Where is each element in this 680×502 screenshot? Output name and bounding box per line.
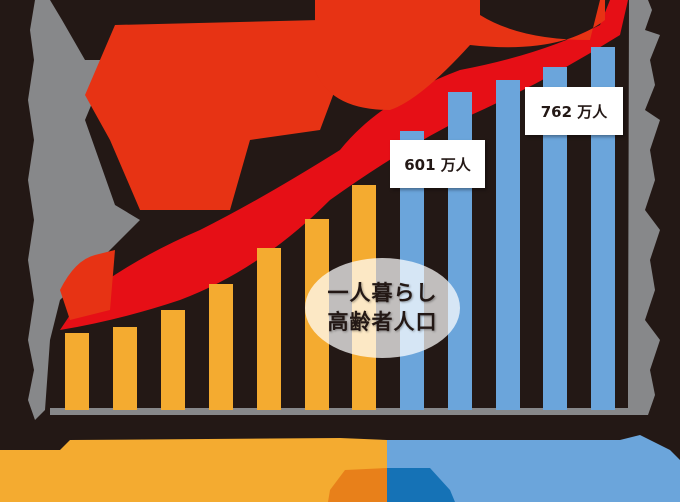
legend-key-projection (387, 468, 455, 502)
bubble-line-2: 高齢者人口 (327, 310, 438, 334)
trend-arrow (60, 0, 628, 330)
legend-band-actual (0, 438, 387, 502)
left-gray-panel (28, 0, 140, 420)
bar-3 (161, 310, 185, 410)
annotation-762: 762 万人 (525, 87, 623, 135)
bar-2 (113, 327, 137, 410)
bubble-line-1: 一人暮らし (327, 281, 438, 305)
bar-4 (209, 284, 233, 410)
bar-10 (496, 80, 520, 410)
annotation-601: 601 万人 (390, 140, 485, 188)
legend-band-projection (387, 435, 680, 502)
callout-large (85, 20, 335, 210)
right-gray-panel (628, 0, 660, 415)
axis-strip (50, 408, 630, 415)
legend-key-actual (328, 468, 387, 502)
series-bubble: 一人暮らし 高齢者人口 (305, 258, 460, 358)
bar-1 (65, 333, 89, 410)
callout-left-small (60, 250, 115, 320)
callout-top (315, 0, 605, 110)
bar-5 (257, 248, 281, 410)
